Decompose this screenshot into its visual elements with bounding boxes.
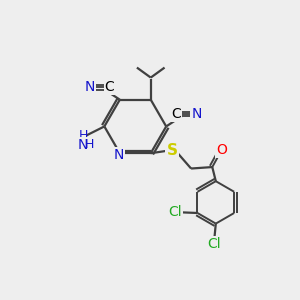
Text: C: C bbox=[172, 107, 182, 121]
Text: N: N bbox=[84, 80, 95, 94]
Text: C: C bbox=[105, 80, 114, 94]
Text: N: N bbox=[78, 138, 88, 152]
Text: H: H bbox=[85, 139, 94, 152]
Text: H: H bbox=[79, 129, 88, 142]
Text: S: S bbox=[167, 143, 177, 158]
Text: Cl: Cl bbox=[169, 206, 182, 219]
Text: N: N bbox=[113, 148, 124, 162]
Text: O: O bbox=[216, 143, 227, 157]
Text: N: N bbox=[191, 107, 202, 121]
Text: Cl: Cl bbox=[208, 237, 221, 251]
